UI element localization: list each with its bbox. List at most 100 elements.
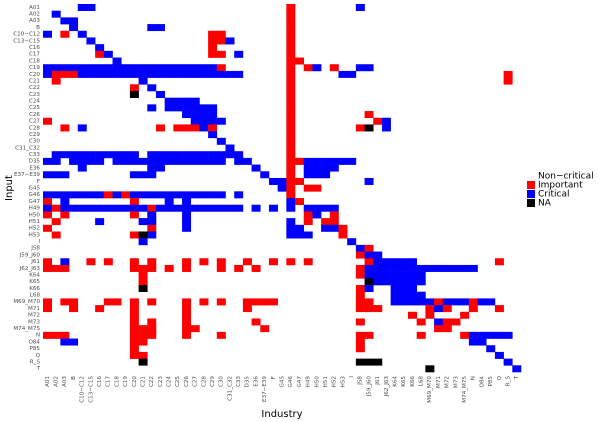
- x-tick-label: J58: [358, 376, 364, 386]
- heatmap-cell: [225, 70, 235, 78]
- heatmap-cell: [129, 231, 139, 239]
- heatmap-cell: [129, 204, 139, 212]
- heatmap-cell: [60, 264, 70, 272]
- heatmap-cell: [208, 50, 218, 58]
- heatmap-cell: [216, 204, 226, 212]
- y-tick-label: L68: [30, 293, 41, 299]
- y-tick-label: N: [36, 333, 40, 339]
- heatmap-cell: [260, 298, 270, 306]
- heatmap-cell: [347, 70, 357, 78]
- heatmap-cell: [329, 64, 339, 72]
- heatmap-cell: [312, 204, 322, 212]
- x-tick-label: M73: [453, 376, 459, 388]
- heatmap-cell: [321, 157, 331, 165]
- heatmap-cell: [77, 30, 87, 38]
- heatmap-cell: [138, 325, 148, 333]
- heatmap-cell: [190, 97, 200, 105]
- x-tick-label: K65: [401, 376, 407, 387]
- heatmap-cell: [138, 70, 148, 78]
- x-tick-label: E37−E39: [262, 376, 268, 402]
- y-tick-label: F: [37, 179, 40, 185]
- heatmap-cell: [155, 191, 165, 199]
- heatmap-cell: [355, 318, 365, 326]
- heatmap-cell: [138, 191, 148, 199]
- heatmap-cell: [373, 264, 383, 272]
- heatmap-cell: [129, 311, 139, 319]
- y-tick-label: E37−E39: [14, 172, 40, 178]
- heatmap-cell: [216, 298, 226, 306]
- heatmap-cell: [303, 231, 313, 239]
- heatmap-cell: [268, 204, 278, 212]
- heatmap-cell: [329, 164, 339, 172]
- heatmap-cell: [112, 64, 122, 72]
- heatmap-cell: [216, 331, 226, 339]
- heatmap-cell: [216, 30, 226, 38]
- heatmap-cell: [338, 157, 348, 165]
- heatmap-cell: [112, 298, 122, 306]
- heatmap-cell: [190, 64, 200, 72]
- x-tick-label: C27: [193, 376, 199, 387]
- heatmap-cell: [355, 305, 365, 313]
- y-tick-label: C18: [29, 58, 40, 64]
- heatmap-cell: [364, 278, 374, 286]
- heatmap-cell: [182, 218, 192, 226]
- heatmap-cell: [216, 137, 226, 145]
- heatmap-cell: [60, 338, 70, 346]
- heatmap-cell: [95, 191, 105, 199]
- heatmap-cell: [373, 271, 383, 279]
- heatmap-cell: [408, 264, 418, 272]
- heatmap-cell: [95, 50, 105, 58]
- heatmap-cell: [112, 204, 122, 212]
- heatmap-cell: [129, 191, 139, 199]
- x-tick-label: O84: [479, 376, 485, 388]
- heatmap-cell: [147, 224, 157, 232]
- heatmap-cell: [416, 278, 426, 286]
- heatmap-cell: [86, 258, 96, 266]
- heatmap-cell: [399, 258, 409, 266]
- heatmap-cell: [147, 191, 157, 199]
- y-tick-label: H51: [29, 219, 41, 225]
- heatmap-cell: [147, 70, 157, 78]
- heatmap-cell: [390, 258, 400, 266]
- heatmap-cell: [216, 50, 226, 58]
- heatmap-cell: [364, 124, 374, 132]
- heatmap-cell: [208, 204, 218, 212]
- heatmap-cell: [434, 298, 444, 306]
- heatmap-cell: [208, 30, 218, 38]
- heatmap-cell: [442, 318, 452, 326]
- heatmap-cell: [147, 264, 157, 272]
- y-tick-label: K66: [29, 286, 40, 292]
- heatmap-cell: [390, 285, 400, 293]
- heatmap-cell: [190, 151, 200, 159]
- heatmap-cell: [381, 124, 391, 132]
- heatmap-cell: [286, 191, 296, 199]
- heatmap-cell: [69, 64, 79, 72]
- heatmap-cell: [286, 231, 296, 239]
- heatmap-cell: [95, 44, 105, 52]
- heatmap-cell: [199, 124, 209, 132]
- y-tick-label: E36: [29, 165, 40, 171]
- heatmap-cell: [138, 77, 148, 85]
- y-tick-label: C33: [29, 152, 40, 158]
- heatmap-cell: [164, 97, 174, 105]
- heatmap-cell: [268, 177, 278, 185]
- heatmap-cell: [138, 64, 148, 72]
- y-tick-label: G46: [29, 192, 41, 198]
- heatmap-cell: [182, 318, 192, 326]
- heatmap-cell: [460, 264, 470, 272]
- heatmap-cell: [129, 351, 139, 359]
- heatmap-cell: [216, 37, 226, 45]
- heatmap-cell: [216, 264, 226, 272]
- heatmap-cell: [138, 358, 148, 366]
- heatmap-cell: [51, 204, 61, 212]
- heatmap-cell: [425, 305, 435, 313]
- heatmap-cell: [416, 291, 426, 299]
- heatmap-cell: [216, 151, 226, 159]
- heatmap-cell: [355, 358, 365, 366]
- heatmap-cell: [503, 70, 513, 78]
- heatmap-cell: [173, 151, 183, 159]
- heatmap-cell: [286, 218, 296, 226]
- heatmap-cell: [103, 298, 113, 306]
- heatmap-cell: [208, 44, 218, 52]
- heatmap-cell: [60, 198, 70, 206]
